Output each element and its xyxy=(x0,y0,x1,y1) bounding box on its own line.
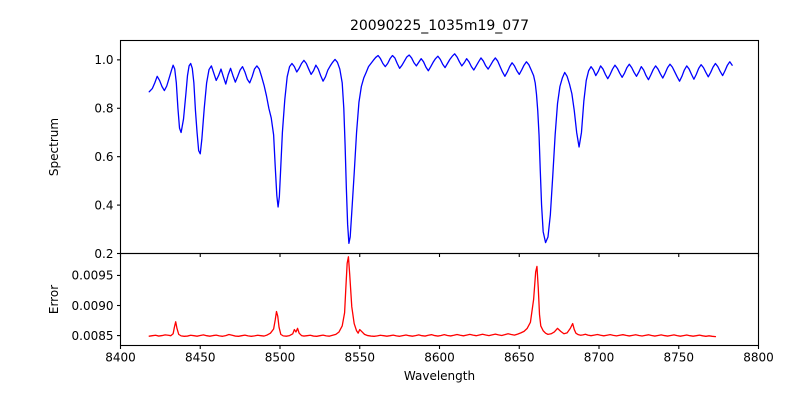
x-tick-label: 8400 xyxy=(105,351,136,365)
y-tick-label: 0.4 xyxy=(94,198,113,212)
y-tick-label: 0.0090 xyxy=(72,299,114,313)
y-tick-label: 1.0 xyxy=(94,53,113,67)
spectrum-panel-line xyxy=(148,53,733,244)
error-panel-ylabel: Error xyxy=(47,285,61,314)
error-panel-line xyxy=(148,256,717,338)
y-tick-label: 0.8 xyxy=(94,102,113,116)
x-tick-label: 8650 xyxy=(504,351,535,365)
xlabel: Wavelength xyxy=(404,369,475,383)
x-tick-label: 8700 xyxy=(584,351,615,365)
axes-frame xyxy=(119,252,760,347)
x-tick-label: 8800 xyxy=(743,351,774,365)
y-tick-label: 0.6 xyxy=(94,150,113,164)
y-tick-label: 0.0085 xyxy=(72,329,114,343)
x-tick-label: 8450 xyxy=(185,351,216,365)
x-tick-label: 8750 xyxy=(663,351,694,365)
x-tick-label: 8500 xyxy=(265,351,296,365)
x-tick-label: 8550 xyxy=(344,351,375,365)
figure-title: 20090225_1035m19_077 xyxy=(350,18,529,34)
axes-frame xyxy=(119,39,760,255)
error-panel: 8400 8450 8500 8550 8600 8650 8700 8750 8800 0.00… xyxy=(47,252,774,365)
x-tick-label: 8600 xyxy=(424,351,455,365)
spectrum-panel-ylabel: Spectrum xyxy=(47,118,61,176)
y-tick-label: 0.2 xyxy=(94,247,113,261)
spectrum-panel: 0.2 0.4 0.6 0.8 1.0 Spectrum xyxy=(47,39,760,261)
y-tick-label: 0.0095 xyxy=(72,269,114,283)
